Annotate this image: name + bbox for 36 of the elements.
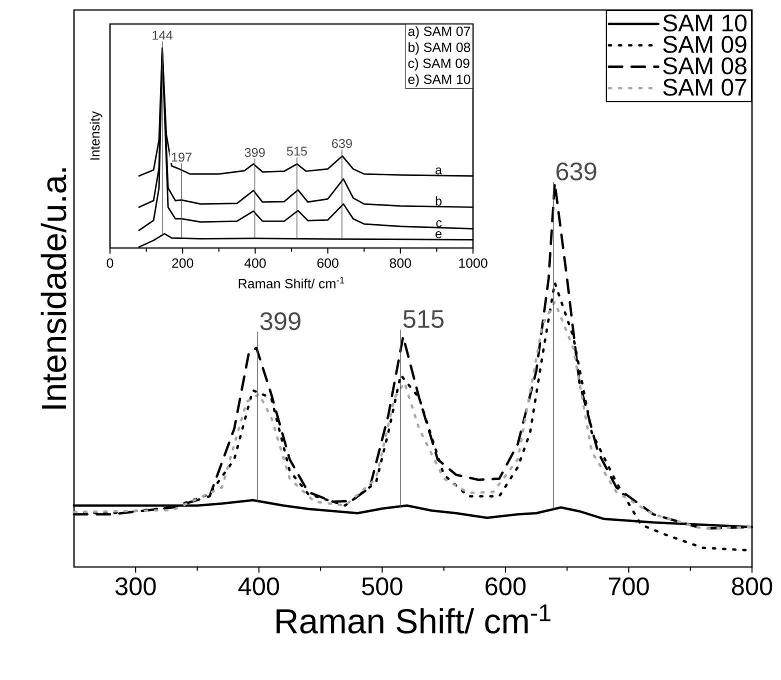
x-tick-label: 0 (106, 258, 114, 268)
series-label: e (436, 231, 442, 238)
text: a) SAM 07 (408, 26, 470, 39)
y-axis-title: Intensidade/u.a. (40, 168, 66, 409)
ref-line-label: 197 (172, 152, 192, 162)
x-axis-title: Raman Shift/ cm$^{-1}$ (238, 276, 344, 288)
x-tick-label: 300 (115, 577, 156, 596)
y-axis-title: Intensity (90, 111, 102, 160)
x-tick-label: 600 (317, 258, 338, 268)
annotation: b) SAM 08 (408, 42, 470, 55)
x-tick-label: 800 (390, 258, 412, 268)
series-label: a (436, 167, 442, 174)
x-tick-label: 600 (486, 577, 526, 596)
x-tick-label: 700 (608, 577, 649, 596)
annotation: c) SAM 09 (408, 58, 470, 71)
ref-line-label: 399 (244, 148, 265, 157)
x-tick-label: 1000 (459, 258, 488, 268)
ref-line-label: 639 (332, 139, 352, 148)
x-tick-label: 400 (238, 577, 280, 596)
x-tick-label: 400 (244, 258, 266, 268)
x-tick-label: 500 (362, 577, 402, 596)
series-label: c (436, 220, 442, 228)
legend-label: SAM 10 (663, 14, 747, 32)
x-axis-title: Raman Shift/ cm$^{-1}$ (276, 604, 550, 634)
series-label: b (436, 196, 442, 206)
legend-label: SAM 07 (663, 78, 746, 96)
legend-label: SAM 08 (663, 57, 746, 74)
x-tick-label: 800 (732, 577, 772, 596)
ref-line-label: 639 (556, 162, 596, 180)
ref-line-label: 399 (260, 312, 300, 330)
ref-line-label: 515 (403, 310, 444, 328)
legend-label: SAM 09 (663, 36, 746, 53)
annotation: e) SAM 10 (408, 74, 470, 87)
ref-line-label: 144 (152, 30, 172, 40)
x-tick-label: 200 (172, 258, 194, 268)
ref-line-label: 515 (286, 146, 307, 156)
